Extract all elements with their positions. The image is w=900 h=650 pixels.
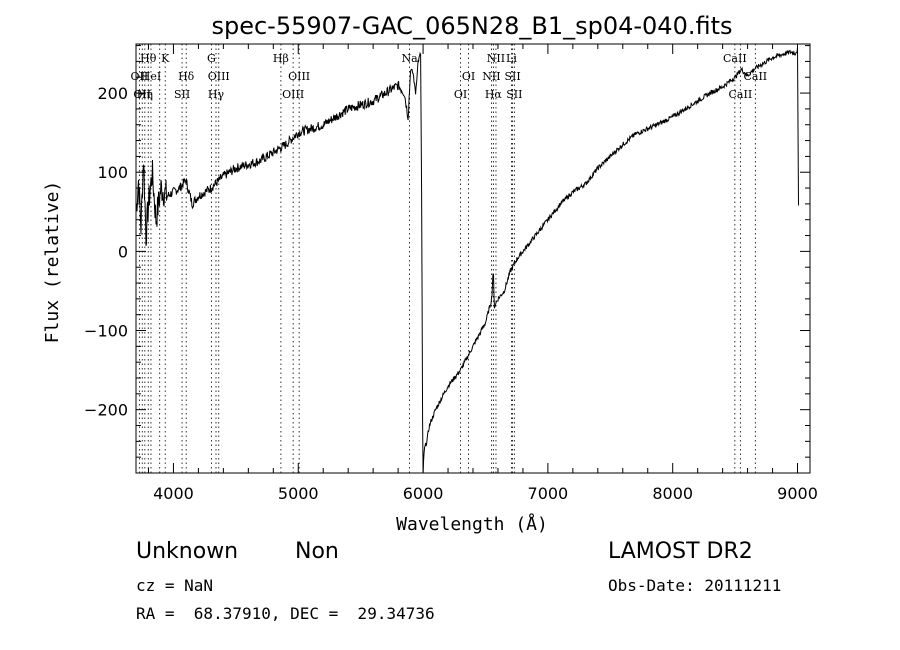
line-label-4: Na bbox=[402, 52, 419, 65]
line-label-16: CaII bbox=[743, 70, 767, 83]
ra-dec-coordinates: RA = 68.37910, DEC = 29.34736 bbox=[136, 604, 435, 623]
x-tick-label-4: 8000 bbox=[652, 484, 693, 503]
line-label-13: OI bbox=[462, 70, 475, 83]
line-label-10: Hδ bbox=[178, 70, 195, 83]
line-label-21: OIII bbox=[282, 88, 304, 101]
y-tick-label-4: 200 bbox=[97, 84, 128, 103]
line-label-0: Hθ bbox=[140, 52, 157, 65]
x-tick-label-0: 4000 bbox=[153, 484, 194, 503]
line-label-1: K bbox=[161, 52, 170, 65]
x-tick-label-2: 6000 bbox=[403, 484, 444, 503]
flux-line bbox=[135, 47, 799, 474]
y-tick-label-1: −100 bbox=[84, 322, 128, 341]
line-label-7: CaII bbox=[723, 52, 747, 65]
spectral-subclass: Non bbox=[295, 539, 339, 564]
chart-title: spec-55907-GAC_065N28_B1_sp04-040.fits bbox=[211, 12, 732, 40]
flux-series bbox=[135, 47, 799, 474]
y-tick-label-2: 0 bbox=[118, 242, 128, 261]
line-label-15: SII bbox=[504, 70, 520, 83]
line-label-2: G bbox=[207, 52, 216, 65]
line-label-9: HeI bbox=[141, 70, 161, 83]
line-label-14: NII bbox=[482, 70, 500, 83]
line-label-17: OII bbox=[133, 88, 151, 101]
line-label-3: Hβ bbox=[273, 52, 289, 65]
spectral-line-markers bbox=[138, 44, 756, 473]
x-tick-label-1: 5000 bbox=[278, 484, 319, 503]
y-tick-label-3: 100 bbox=[97, 163, 128, 182]
redshift-cz: cz = NaN bbox=[136, 576, 214, 595]
line-label-12: OIII bbox=[288, 70, 310, 83]
line-label-22: OI bbox=[454, 88, 467, 101]
line-label-5: NII bbox=[487, 52, 505, 65]
obs-date: Obs-Date: 20111211 bbox=[608, 576, 782, 595]
plot-frame bbox=[135, 43, 811, 474]
line-label-23: Hα bbox=[485, 88, 503, 101]
line-label-6: Li bbox=[506, 52, 517, 65]
x-tick-label-3: 7000 bbox=[528, 484, 569, 503]
survey-name: LAMOST DR2 bbox=[608, 539, 753, 564]
line-label-8: OII bbox=[131, 70, 149, 83]
line-label-18: Hη bbox=[137, 88, 153, 101]
line-label-24: SII bbox=[506, 88, 522, 101]
line-label-25: CaII bbox=[729, 88, 753, 101]
y-tick-label-0: −200 bbox=[84, 401, 128, 420]
x-axis-ticks: 4000 5000 6000 7000 8000 9000 bbox=[147, 44, 818, 503]
x-tick-label-5: 9000 bbox=[777, 484, 818, 503]
line-label-11: OIII bbox=[208, 70, 230, 83]
y-axis-label: Flux (relative) bbox=[42, 181, 63, 344]
line-label-20: Hγ bbox=[208, 88, 225, 101]
spectral-class: Unknown bbox=[136, 539, 239, 564]
y-axis-ticks: −200 −100 0 100 200 bbox=[84, 45, 810, 458]
x-axis-label: Wavelength (Å) bbox=[396, 513, 548, 535]
line-label-19: SII bbox=[174, 88, 190, 101]
